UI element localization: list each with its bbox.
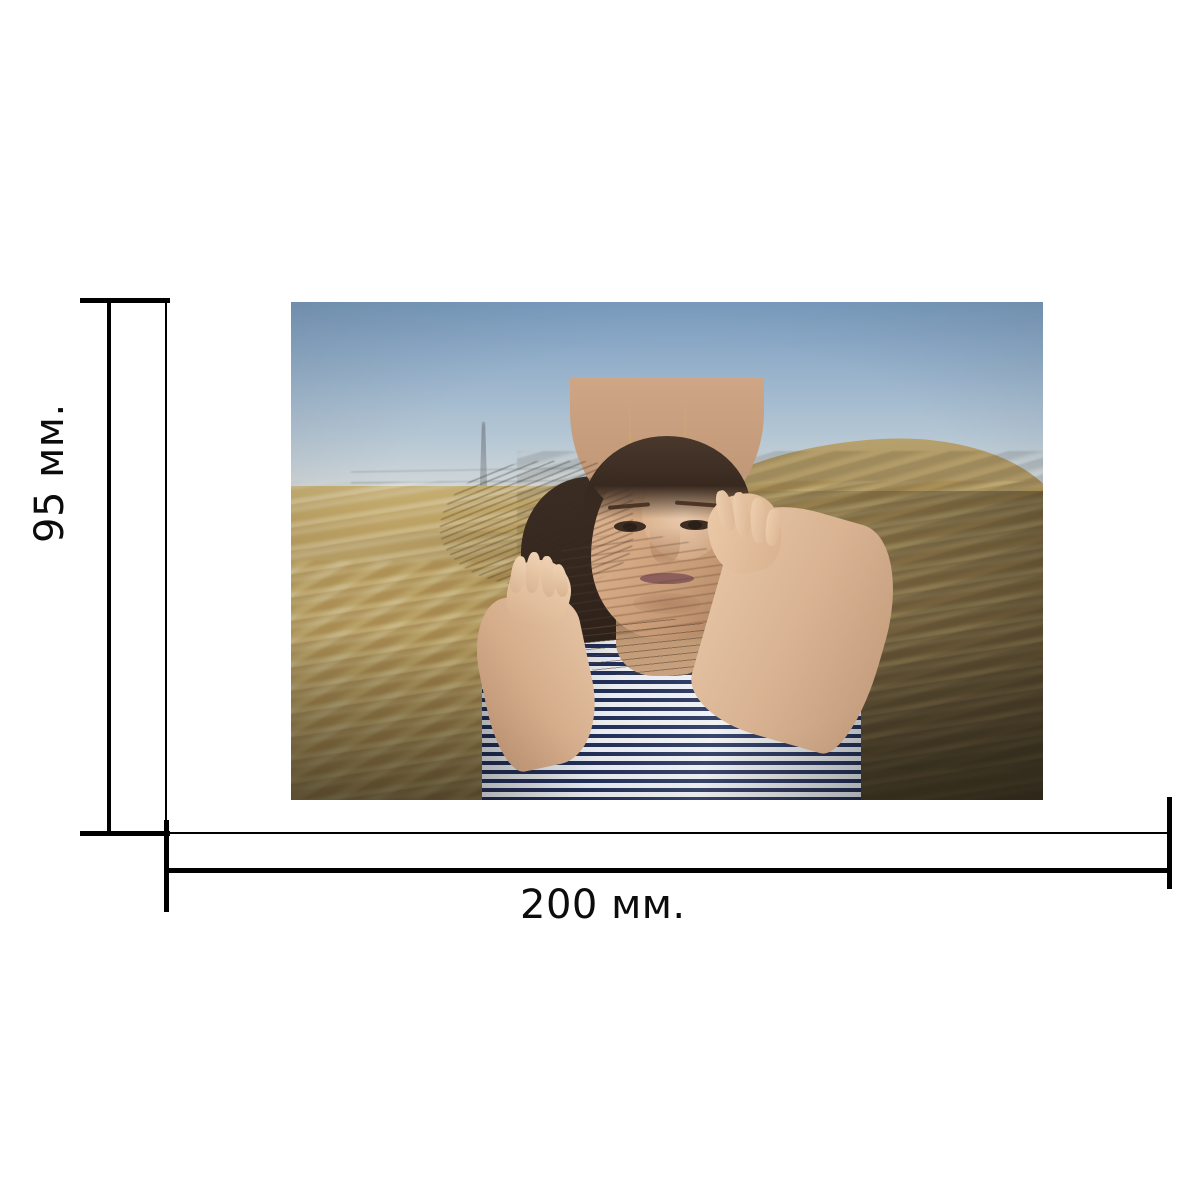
width-dimension-tick-right <box>1167 797 1172 889</box>
product-photo <box>291 302 1043 800</box>
iris-right <box>688 520 702 530</box>
width-dimension-line <box>166 868 1170 873</box>
width-dimension-label: 200 мм. <box>520 882 686 928</box>
width-dimension-tick-left <box>164 820 169 912</box>
woman-figure <box>439 378 915 800</box>
height-extension-line <box>165 300 167 833</box>
height-dimension-tick-bottom <box>80 831 170 836</box>
height-dimension-tick-top <box>80 298 170 303</box>
height-dimension-line <box>107 300 111 835</box>
height-dimension-label: 95 мм. <box>27 403 73 543</box>
width-extension-line <box>166 832 1170 834</box>
